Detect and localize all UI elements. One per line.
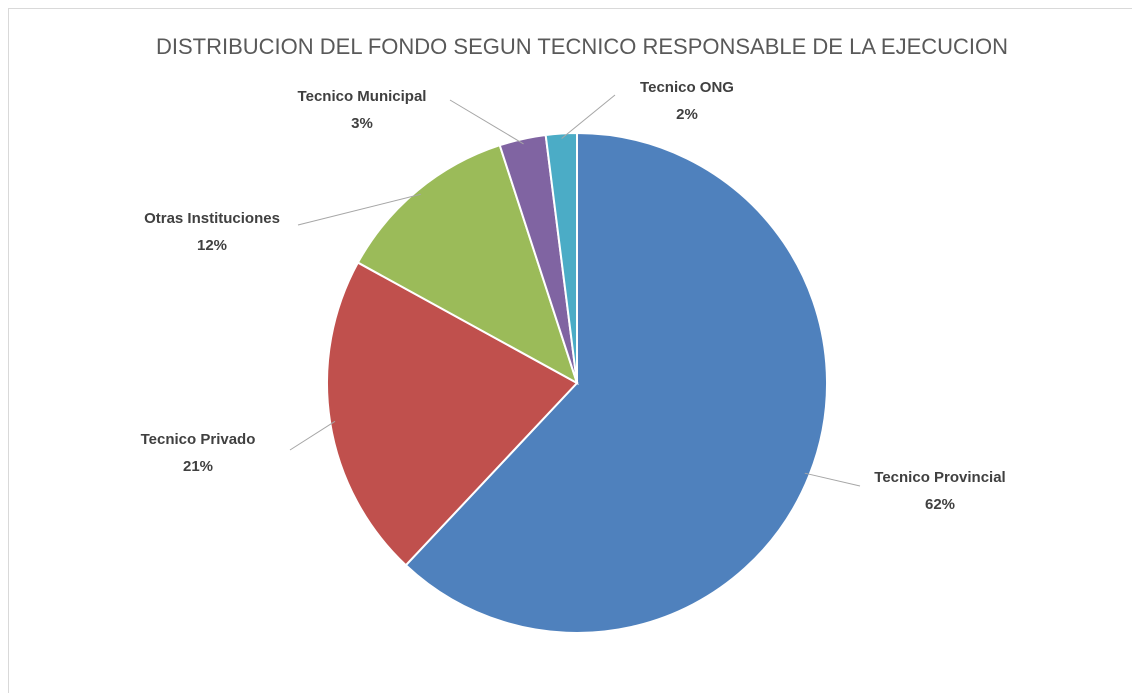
slice-label: Tecnico Provincial bbox=[874, 469, 1005, 486]
slice-value-label: 3% bbox=[351, 115, 373, 132]
slice-label: Tecnico ONG bbox=[640, 79, 734, 96]
leader-line bbox=[804, 472, 861, 487]
slice-label: Tecnico Municipal bbox=[298, 88, 427, 105]
pie-slice bbox=[544, 131, 578, 384]
leader-line bbox=[289, 420, 336, 451]
leader-line bbox=[561, 94, 616, 139]
slice-value-label: 12% bbox=[197, 237, 227, 254]
slice-value-label: 21% bbox=[183, 458, 213, 475]
pie-slice bbox=[326, 261, 579, 567]
slice-label: Tecnico Privado bbox=[141, 431, 256, 448]
pie-slice bbox=[356, 143, 579, 386]
leader-line bbox=[449, 99, 524, 145]
leader-line bbox=[297, 193, 421, 226]
slice-value-label: 2% bbox=[676, 106, 698, 123]
pie-slice bbox=[404, 131, 828, 634]
slice-value-label: 62% bbox=[925, 496, 955, 513]
chart-title: DISTRIBUCION DEL FONDO SEGUN TECNICO RES… bbox=[156, 34, 1008, 59]
slice-label: Otras Instituciones bbox=[144, 210, 280, 227]
